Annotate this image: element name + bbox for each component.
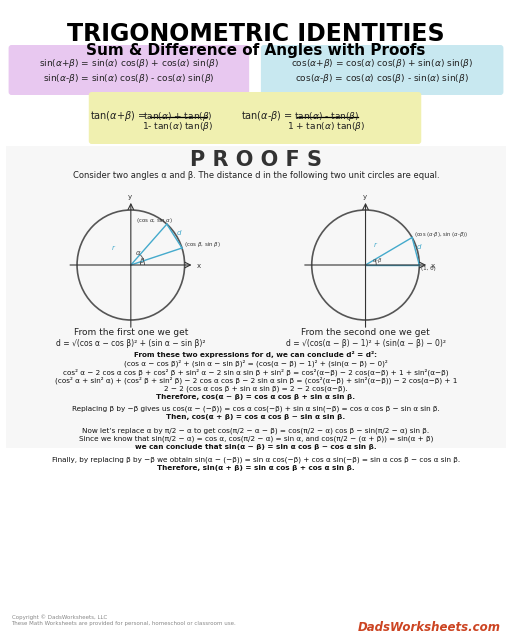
Text: (cos $\alpha$, sin $\alpha$): (cos $\alpha$, sin $\alpha$)	[136, 216, 173, 225]
FancyBboxPatch shape	[261, 45, 503, 95]
Text: 1 + tan($\alpha$) tan($\beta$): 1 + tan($\alpha$) tan($\beta$)	[287, 120, 366, 133]
Text: we can conclude that sin(α − β) = sin α cos β − cos α sin β.: we can conclude that sin(α − β) = sin α …	[135, 444, 377, 450]
FancyBboxPatch shape	[89, 92, 421, 144]
Text: From the first one we get: From the first one we get	[74, 328, 188, 337]
Text: x: x	[196, 263, 201, 269]
Text: 1- tan($\alpha$) tan($\beta$): 1- tan($\alpha$) tan($\beta$)	[142, 120, 214, 133]
Text: Since we know that sin(π/2 − α) = cos α, cos(π/2 − α) = sin α, and cos(π/2 − (α : Since we know that sin(π/2 − α) = cos α,…	[79, 435, 433, 442]
Text: (cos² α + sin² α) + (cos² β + sin² β) − 2 cos α cos β − 2 sin α sin β = (cos²(α−: (cos² α + sin² α) + (cos² β + sin² β) − …	[55, 376, 457, 384]
Text: Copyright © DadsWorksheets, LLC
These Math Worksheets are provided for personal,: Copyright © DadsWorksheets, LLC These Ma…	[12, 614, 236, 626]
Text: tan($\alpha$) - tan($\beta$): tan($\alpha$) - tan($\beta$)	[294, 110, 359, 123]
Text: From the second one we get: From the second one we get	[301, 328, 430, 337]
Text: sin($\alpha$+$\beta$) = sin($\alpha$) cos($\beta$) + cos($\alpha$) sin($\beta$): sin($\alpha$+$\beta$) = sin($\alpha$) co…	[39, 57, 219, 70]
Text: Replacing β by −β gives us cos(α − (−β)) = cos α cos(−β) + sin α sin(−β) = cos α: Replacing β by −β gives us cos(α − (−β))…	[72, 406, 440, 413]
Text: Therefore, cos(α − β) = cos α cos β + sin α sin β.: Therefore, cos(α − β) = cos α cos β + si…	[157, 394, 355, 399]
Text: d: d	[417, 244, 421, 250]
Text: cos($\alpha$+$\beta$) = cos($\alpha$) cos($\beta$) + sin($\alpha$) sin($\beta$): cos($\alpha$+$\beta$) = cos($\alpha$) co…	[291, 57, 473, 70]
Text: cos² α − 2 cos α cos β + cos² β + sin² α − 2 sin α sin β + sin² β = cos²(α−β) − : cos² α − 2 cos α cos β + cos² β + sin² α…	[63, 368, 449, 376]
Text: tan($\alpha$+$\beta$) =: tan($\alpha$+$\beta$) =	[90, 109, 146, 123]
Text: (cos ($\alpha$-$\beta$), sin ($\alpha$-$\beta$)): (cos ($\alpha$-$\beta$), sin ($\alpha$-$…	[414, 230, 468, 239]
Text: sin($\alpha$-$\beta$) = sin($\alpha$) cos($\beta$) - cos($\alpha$) sin($\beta$): sin($\alpha$-$\beta$) = sin($\alpha$) co…	[43, 72, 215, 85]
Text: TRIGONOMETRIC IDENTITIES: TRIGONOMETRIC IDENTITIES	[67, 22, 445, 46]
Text: tan($\alpha$-$\beta$) =: tan($\alpha$-$\beta$) =	[241, 109, 293, 123]
Text: y: y	[362, 194, 367, 200]
Text: $\alpha$: $\alpha$	[135, 249, 141, 257]
FancyBboxPatch shape	[9, 45, 249, 95]
Text: Sum & Difference of Angles with Proofs: Sum & Difference of Angles with Proofs	[87, 43, 425, 58]
Text: Now let’s replace α by π/2 − α to get cos(π/2 − α − β) = cos(π/2 − α) cos β − si: Now let’s replace α by π/2 − α to get co…	[82, 427, 430, 433]
Text: (1, 0): (1, 0)	[421, 266, 436, 271]
Text: d = √(cos α − cos β)² + (sin α − sin β)²: d = √(cos α − cos β)² + (sin α − sin β)²	[56, 339, 206, 348]
Text: P R O O F S: P R O O F S	[190, 150, 322, 170]
Text: $\beta$: $\beta$	[139, 256, 145, 266]
Text: (cos α − cos β)² + (sin α − sin β)² = (cos(α − β) − 1)² + (sin(α − β) − 0)²: (cos α − cos β)² + (sin α − sin β)² = (c…	[124, 360, 388, 367]
Text: Consider two angles α and β. The distance d in the following two unit circles ar: Consider two angles α and β. The distanc…	[73, 171, 439, 180]
Text: d = √(cos(α − β) − 1)² + (sin(α − β) − 0)²: d = √(cos(α − β) − 1)² + (sin(α − β) − 0…	[286, 339, 445, 348]
Text: (cos $\beta$, sin $\beta$): (cos $\beta$, sin $\beta$)	[184, 240, 221, 249]
Text: r: r	[111, 245, 114, 251]
FancyBboxPatch shape	[6, 146, 506, 448]
Text: Therefore, sin(α + β) = sin α cos β + cos α sin β.: Therefore, sin(α + β) = sin α cos β + co…	[157, 465, 355, 471]
Text: Finally, by replacing β by −β we obtain sin(α − (−β)) = sin α cos(−β) + cos α si: Finally, by replacing β by −β we obtain …	[52, 456, 460, 463]
Text: d: d	[176, 230, 181, 236]
Text: r: r	[373, 242, 376, 248]
Text: y: y	[128, 194, 132, 200]
Text: cos($\alpha$-$\beta$) = cos($\alpha$) cos($\beta$) - sin($\alpha$) sin($\beta$): cos($\alpha$-$\beta$) = cos($\alpha$) co…	[295, 72, 469, 85]
Text: 2 − 2 (cos α cos β + sin α sin β) = 2 − 2 cos(α−β).: 2 − 2 (cos α cos β + sin α sin β) = 2 − …	[164, 385, 348, 392]
Text: tan($\alpha$) + tan($\beta$): tan($\alpha$) + tan($\beta$)	[143, 110, 212, 123]
Text: DadsWorksheets.com: DadsWorksheets.com	[357, 621, 500, 634]
Text: Then, cos(α + β) = cos α cos β − sin α sin β.: Then, cos(α + β) = cos α cos β − sin α s…	[166, 415, 346, 420]
Text: x: x	[431, 263, 435, 269]
Text: $\alpha$-$\beta$: $\alpha$-$\beta$	[372, 256, 383, 265]
Text: From these two expressions for d, we can conclude d² = d²:: From these two expressions for d, we can…	[135, 351, 377, 358]
